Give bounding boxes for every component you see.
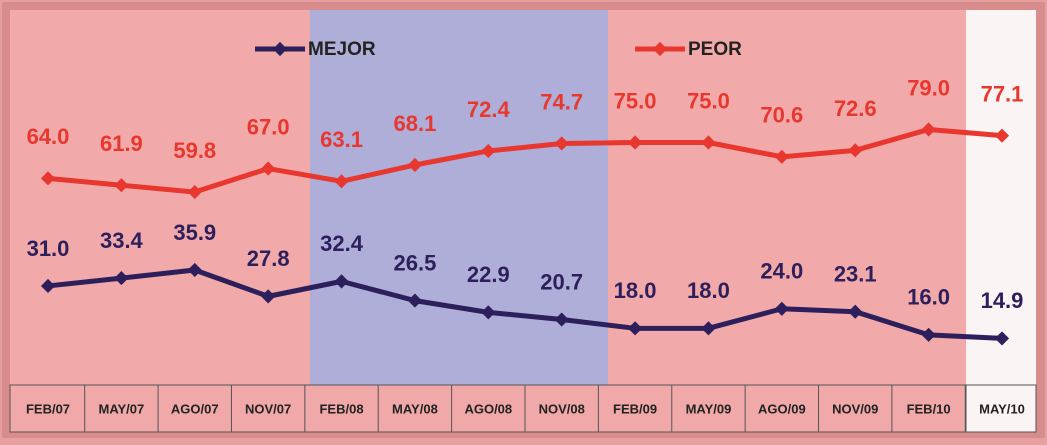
value-label: 14.9 — [981, 288, 1024, 313]
line — [47, 126, 1003, 195]
marker — [994, 128, 1010, 143]
value-label: 70.6 — [760, 103, 803, 128]
value-label: 75.0 — [614, 88, 657, 113]
marker — [994, 331, 1010, 346]
band — [608, 10, 966, 385]
value-label: 22.9 — [467, 262, 510, 287]
value-label: 33.4 — [100, 228, 144, 253]
category-strip — [965, 384, 1037, 433]
legend-label: PEOR — [688, 39, 742, 60]
marker — [407, 293, 422, 308]
x-tick-label: AGO/07 — [171, 401, 219, 416]
marker — [407, 157, 422, 173]
marker — [921, 122, 936, 137]
category-strip — [9, 384, 1037, 433]
value-label: 77.1 — [981, 81, 1024, 106]
marker — [774, 301, 789, 316]
x-tick-label: MAY/07 — [98, 401, 144, 416]
value-label: 74.7 — [540, 89, 583, 114]
marker — [848, 143, 863, 158]
value-label: 32.4 — [320, 231, 364, 256]
value-label: 23.1 — [834, 262, 877, 287]
x-tick-label: FEB/07 — [26, 401, 70, 416]
x-tick-label: FEB/09 — [613, 401, 657, 416]
marker — [114, 271, 129, 286]
x-tick-label: NOV/07 — [245, 401, 291, 416]
marker — [701, 135, 716, 150]
line — [47, 267, 1003, 341]
legend-marker — [272, 41, 288, 57]
value-label: 68.1 — [394, 111, 437, 136]
band — [10, 10, 310, 385]
marker — [334, 174, 349, 189]
band — [966, 10, 1036, 385]
marker — [40, 278, 56, 294]
value-label: 27.8 — [247, 246, 290, 271]
legend-label: MEJOR — [308, 39, 376, 60]
value-label: 79.0 — [907, 75, 950, 100]
value-label: 59.8 — [173, 138, 216, 163]
marker — [187, 262, 202, 278]
value-label: 72.6 — [834, 96, 877, 121]
x-tick-label: NOV/09 — [832, 401, 878, 416]
value-label: 16.0 — [907, 285, 950, 310]
marker — [774, 149, 789, 164]
band — [310, 10, 608, 385]
value-label: 20.7 — [540, 269, 583, 294]
x-tick-label: AGO/09 — [758, 401, 806, 416]
marker — [848, 304, 863, 319]
marker — [261, 161, 276, 176]
x-tick-label: MAY/09 — [686, 401, 732, 416]
value-label: 64.0 — [27, 124, 70, 149]
value-label: 63.1 — [320, 127, 363, 152]
value-label: 61.9 — [100, 131, 143, 156]
marker — [628, 135, 643, 150]
value-label: 18.0 — [614, 278, 657, 303]
marker — [481, 143, 496, 159]
value-label: 31.0 — [27, 236, 70, 261]
value-label: 72.4 — [467, 97, 511, 122]
marker — [334, 274, 349, 289]
x-tick-label: NOV/08 — [539, 401, 585, 416]
marker — [921, 327, 936, 342]
value-label: 35.9 — [173, 220, 216, 245]
value-label: 26.5 — [394, 250, 437, 275]
marker — [261, 289, 276, 304]
marker — [701, 321, 716, 336]
x-tick-label: AGO/08 — [464, 401, 512, 416]
marker — [187, 184, 202, 200]
x-tick-label: FEB/10 — [907, 401, 951, 416]
x-tick-label: MAY/10 — [979, 401, 1025, 416]
marker — [628, 321, 643, 336]
value-label: 18.0 — [687, 278, 730, 303]
marker — [481, 305, 496, 320]
legend-marker — [652, 41, 668, 57]
marker — [554, 312, 569, 327]
value-label: 75.0 — [687, 88, 730, 113]
value-label: 67.0 — [247, 114, 290, 139]
value-label: 24.0 — [760, 259, 803, 284]
marker — [554, 136, 569, 151]
x-tick-label: FEB/08 — [319, 401, 363, 416]
x-tick-label: MAY/08 — [392, 401, 438, 416]
